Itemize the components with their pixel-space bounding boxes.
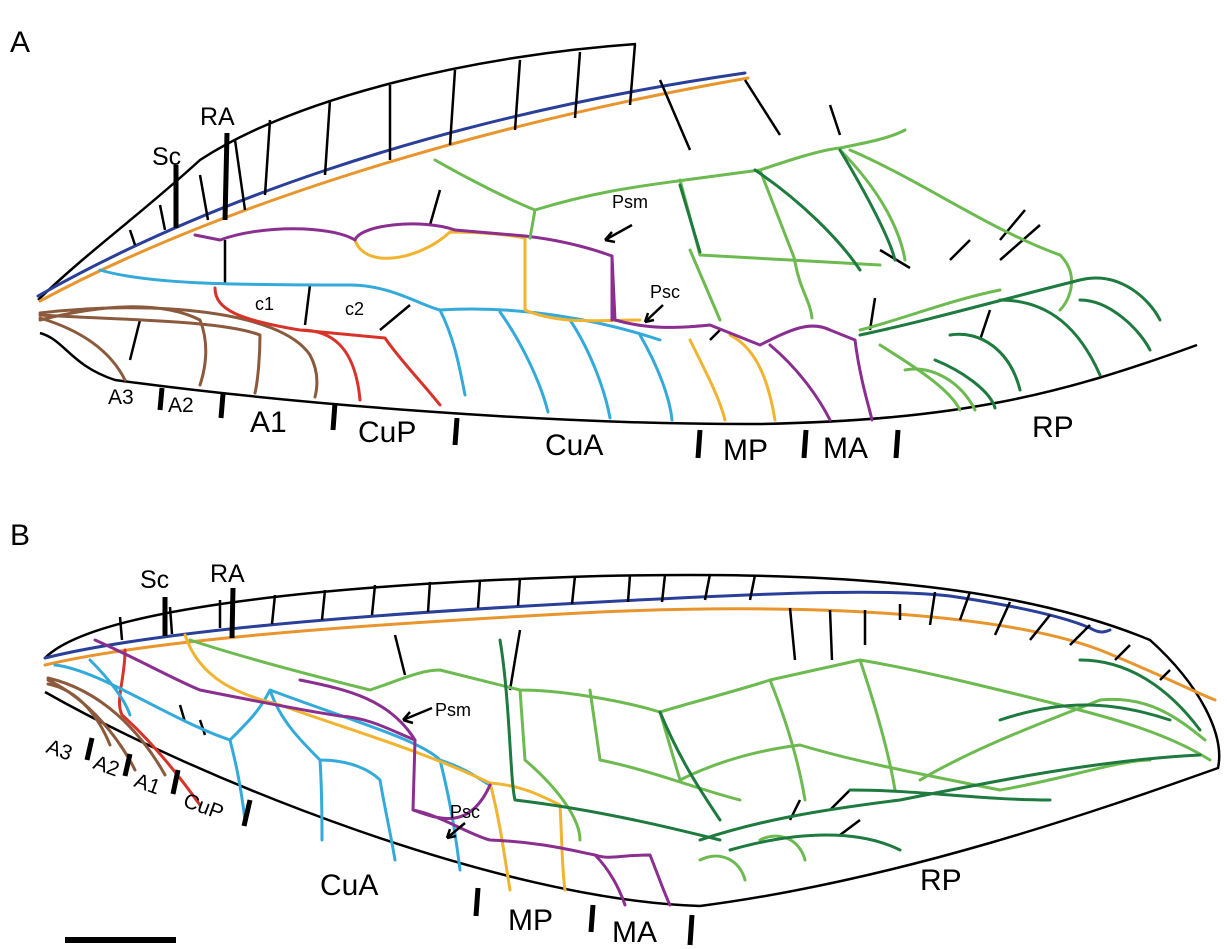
vein-mp <box>185 635 565 890</box>
vein-ra <box>40 78 748 301</box>
vein-label: RA <box>210 560 245 588</box>
arrow-psm <box>403 708 432 723</box>
arrow-psm <box>605 225 632 242</box>
vein-label: MP <box>508 904 553 937</box>
vein-label: Sc <box>140 566 169 594</box>
vein-label: CuP <box>180 789 226 825</box>
vein-label: MA <box>612 916 657 949</box>
vein-rp-dark <box>500 640 1200 850</box>
vein-label: Psc <box>450 802 480 822</box>
vein-label: CuA <box>545 429 603 462</box>
vein-label: Psm <box>612 192 648 212</box>
vein-cup <box>215 288 440 405</box>
vein-label: A2 <box>90 751 122 781</box>
cell-label: c2 <box>345 299 364 319</box>
cell-label: c1 <box>255 294 274 314</box>
vein-label: Psm <box>435 700 471 720</box>
figure: A Sc RA Psm Psc c1 c2 A3 A2 A1 CuP CuA M… <box>0 0 1227 949</box>
vein-sc <box>38 73 745 296</box>
vein-label: Sc <box>152 143 181 171</box>
wing-outline <box>40 333 1197 424</box>
vein-psm <box>195 224 872 420</box>
panel-letter: B <box>10 519 30 552</box>
vein-label: CuP <box>358 416 416 449</box>
pointer-ra <box>232 588 233 638</box>
vein-psm <box>95 640 670 905</box>
vein-label: RA <box>200 103 235 131</box>
panel-letter: A <box>10 26 30 59</box>
arrow-psc <box>645 305 663 322</box>
vein-sc <box>45 592 1110 658</box>
vein-label: Psc <box>650 282 680 302</box>
vein-label: RP <box>920 864 962 897</box>
wing-b <box>45 574 1219 945</box>
vein-label: RP <box>1032 411 1074 444</box>
vein-label: A2 <box>168 394 194 417</box>
vein-label: A1 <box>250 406 287 439</box>
vein-label: A3 <box>108 386 134 409</box>
vein-label: A3 <box>43 735 75 765</box>
vein-label: MA <box>823 432 868 465</box>
vein-rp <box>190 640 1210 880</box>
vein-anal <box>40 307 317 397</box>
wing-outline <box>38 44 636 300</box>
pointer-ra <box>225 133 227 220</box>
vein-label: A1 <box>131 769 163 799</box>
vein-label: MP <box>723 434 768 467</box>
vein-label: CuA <box>320 869 378 902</box>
